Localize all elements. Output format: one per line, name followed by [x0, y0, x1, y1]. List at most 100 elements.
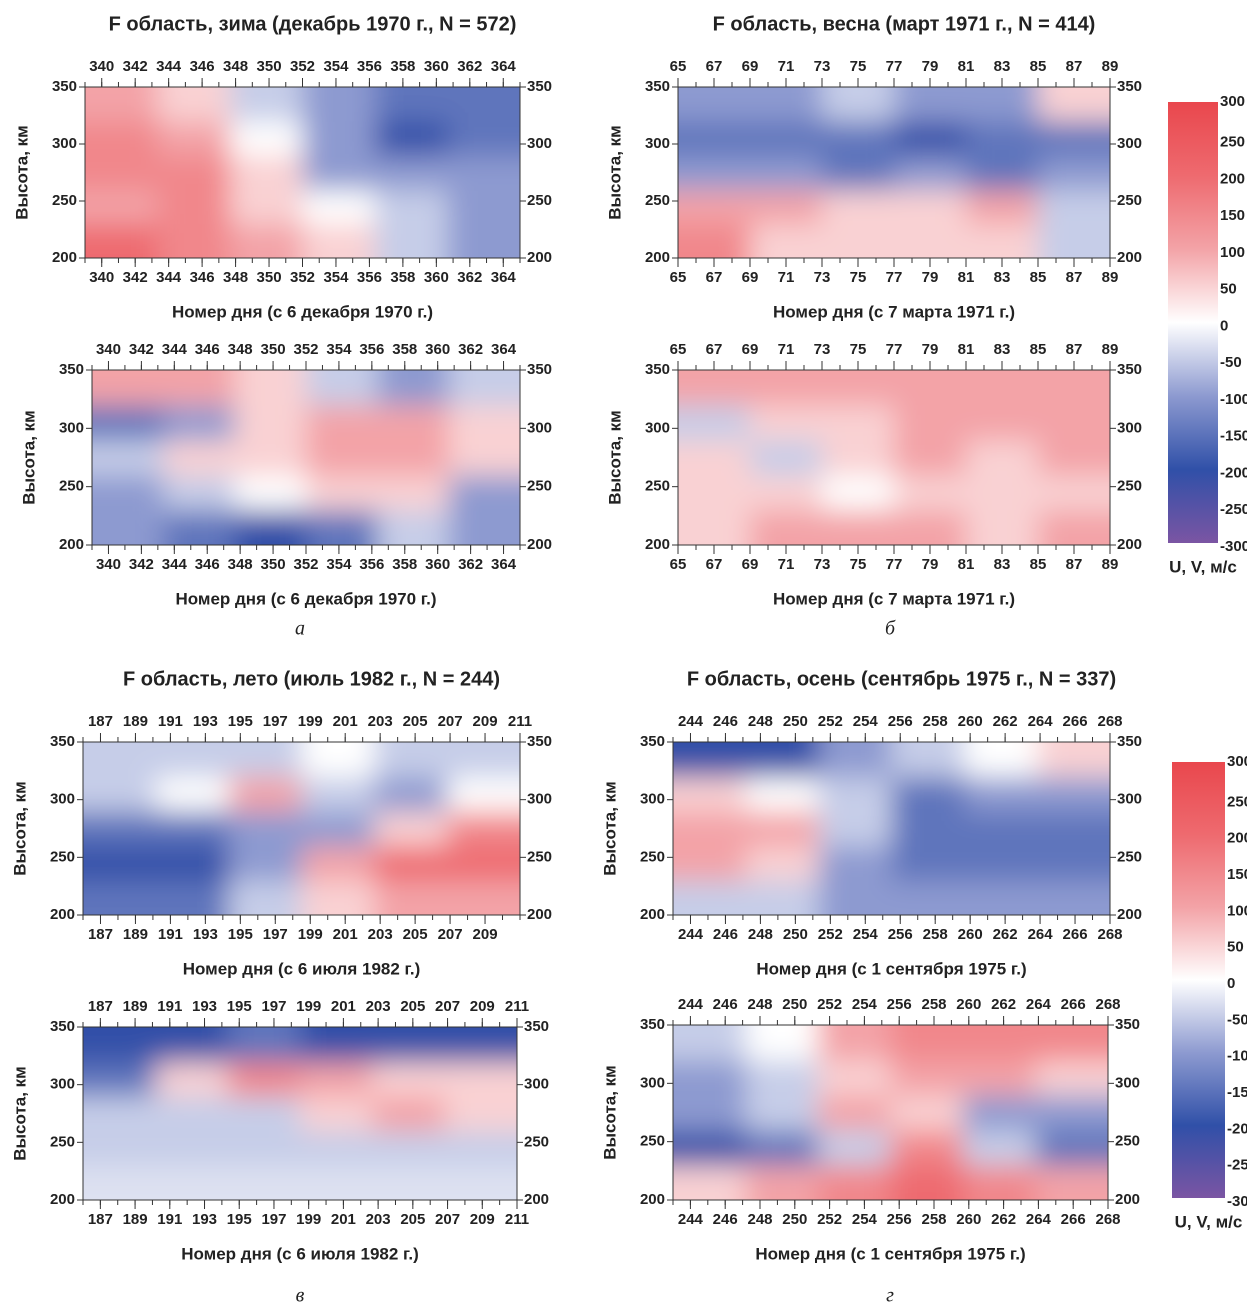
heatmap-cells: [633, 985, 1149, 1241]
heatmap-cell: [894, 405, 967, 441]
x-tick-label: 81: [958, 269, 975, 286]
x-axis-label: Номер дня (с 7 марта 1971 г.): [773, 589, 1015, 608]
colorbar-tick-label: 150: [1220, 207, 1245, 224]
heatmap-cell: [966, 475, 1039, 511]
heatmap-cell: [43, 811, 156, 846]
x-tick-label: 262: [993, 926, 1018, 943]
heatmap-cell: [818, 1095, 891, 1131]
y-tick-label: 250: [640, 1133, 665, 1150]
x-tick-label: 203: [366, 1211, 391, 1228]
y-tick-label-right: 350: [1117, 78, 1142, 95]
heatmap-cell: [746, 811, 819, 846]
heatmap-cell: [377, 440, 449, 476]
heatmap-cell: [52, 440, 164, 476]
y-tick-label: 350: [645, 361, 670, 378]
x-tick-label-top: 258: [923, 713, 948, 730]
heatmap-cell: [375, 121, 448, 156]
y-tick-label-right: 200: [527, 249, 552, 266]
heatmap-cell: [303, 121, 376, 156]
x-tick-label: 69: [742, 269, 759, 286]
heatmap-cell: [374, 880, 447, 955]
x-tick-label-top: 354: [326, 341, 352, 358]
y-tick-label-right: 350: [1115, 1016, 1140, 1033]
heatmap-cell: [229, 880, 302, 955]
colorbar-tick-label: -50: [1227, 1011, 1247, 1028]
colorbar-tick-label: -150: [1227, 1084, 1247, 1101]
x-tick-label: 260: [958, 926, 983, 943]
x-tick-label: 264: [1028, 926, 1054, 943]
panel-caption: в: [296, 1285, 305, 1307]
x-tick-label: 85: [1030, 556, 1047, 573]
x-tick-label: 79: [922, 269, 939, 286]
y-tick-label-right: 350: [527, 78, 552, 95]
heatmap-cell: [891, 1095, 964, 1131]
x-axis-label: Номер дня (с 6 декабря 1970 г.): [175, 589, 436, 608]
x-tick-label: 344: [162, 556, 188, 573]
y-tick-label-right: 300: [527, 419, 552, 436]
heatmap-cell: [300, 1062, 373, 1097]
colorbar-tick-label: 50: [1220, 281, 1237, 298]
x-tick-label-top: 244: [678, 713, 704, 730]
x-tick-label-top: 79: [922, 58, 939, 75]
heatmap-cell: [300, 1165, 373, 1240]
y-tick-label-right: 350: [1117, 361, 1142, 378]
x-tick-label-top: 195: [228, 713, 253, 730]
x-tick-label: 248: [747, 1211, 772, 1228]
y-tick-label-right: 300: [1117, 135, 1142, 152]
heatmap-cell: [155, 1062, 228, 1097]
y-tick-label: 350: [59, 361, 84, 378]
x-tick-label-top: 352: [293, 341, 318, 358]
x-tick-label: 201: [331, 1211, 356, 1228]
chart-title: F область, осень (сентябрь 1975 г., N = …: [687, 668, 1116, 690]
heatmap-cell: [372, 1165, 445, 1240]
heatmap-cell: [228, 1131, 301, 1166]
y-axis-label: Высота, км: [10, 1066, 29, 1161]
x-tick-label: 205: [400, 1211, 425, 1228]
x-tick-label-top: 77: [886, 341, 903, 358]
heatmap-cell: [750, 475, 823, 511]
heatmap-cell: [302, 811, 375, 846]
x-tick-label-top: 195: [227, 998, 252, 1015]
heatmap-cell: [892, 880, 965, 955]
x-tick-label: 197: [261, 1211, 286, 1228]
x-tick-label: 75: [850, 269, 867, 286]
x-tick-label: 79: [922, 556, 939, 573]
y-tick-label: 300: [640, 791, 665, 808]
heatmap-cell: [638, 440, 751, 476]
heatmap-cell: [377, 405, 449, 441]
y-tick-label: 200: [645, 536, 670, 553]
x-tick-label: 187: [88, 926, 113, 943]
x-tick-label: 346: [195, 556, 220, 573]
colorbar: [1168, 102, 1218, 543]
x-tick-label-top: 67: [706, 58, 723, 75]
y-tick-label-right: 300: [524, 1076, 549, 1093]
x-tick-label-top: 356: [357, 58, 382, 75]
x-tick-label-top: 87: [1066, 341, 1083, 358]
y-tick-label-right: 250: [527, 192, 552, 209]
colorbar-tick-label: 300: [1220, 93, 1245, 110]
x-tick-label-top: 205: [403, 713, 428, 730]
y-axis-label: Высота, км: [600, 781, 619, 876]
colorbar-tick-label: 0: [1220, 317, 1228, 334]
x-tick-label: 250: [782, 1211, 807, 1228]
x-tick-label-top: 71: [778, 341, 795, 358]
colorbar: [1172, 762, 1225, 1198]
x-tick-label: 201: [333, 926, 358, 943]
y-tick-label: 300: [645, 135, 670, 152]
y-tick-label: 350: [640, 733, 665, 750]
x-tick-label: 69: [742, 556, 759, 573]
heatmap-cell: [445, 1096, 558, 1131]
x-tick-label: 348: [223, 269, 248, 286]
x-tick-label: 358: [390, 269, 415, 286]
heatmap-cell: [156, 811, 229, 846]
colorbar-tick-label: 100: [1220, 244, 1245, 261]
x-tick-label-top: 352: [290, 58, 315, 75]
heatmap-cell: [300, 1131, 373, 1166]
x-tick-label: 268: [1095, 1211, 1120, 1228]
x-tick-label-top: 256: [888, 713, 913, 730]
x-tick-label-top: 362: [458, 341, 483, 358]
x-tick-label: 73: [814, 269, 831, 286]
heatmap-cell: [306, 510, 378, 586]
heatmap-cell: [158, 121, 231, 156]
x-tick-label: 77: [886, 556, 903, 573]
